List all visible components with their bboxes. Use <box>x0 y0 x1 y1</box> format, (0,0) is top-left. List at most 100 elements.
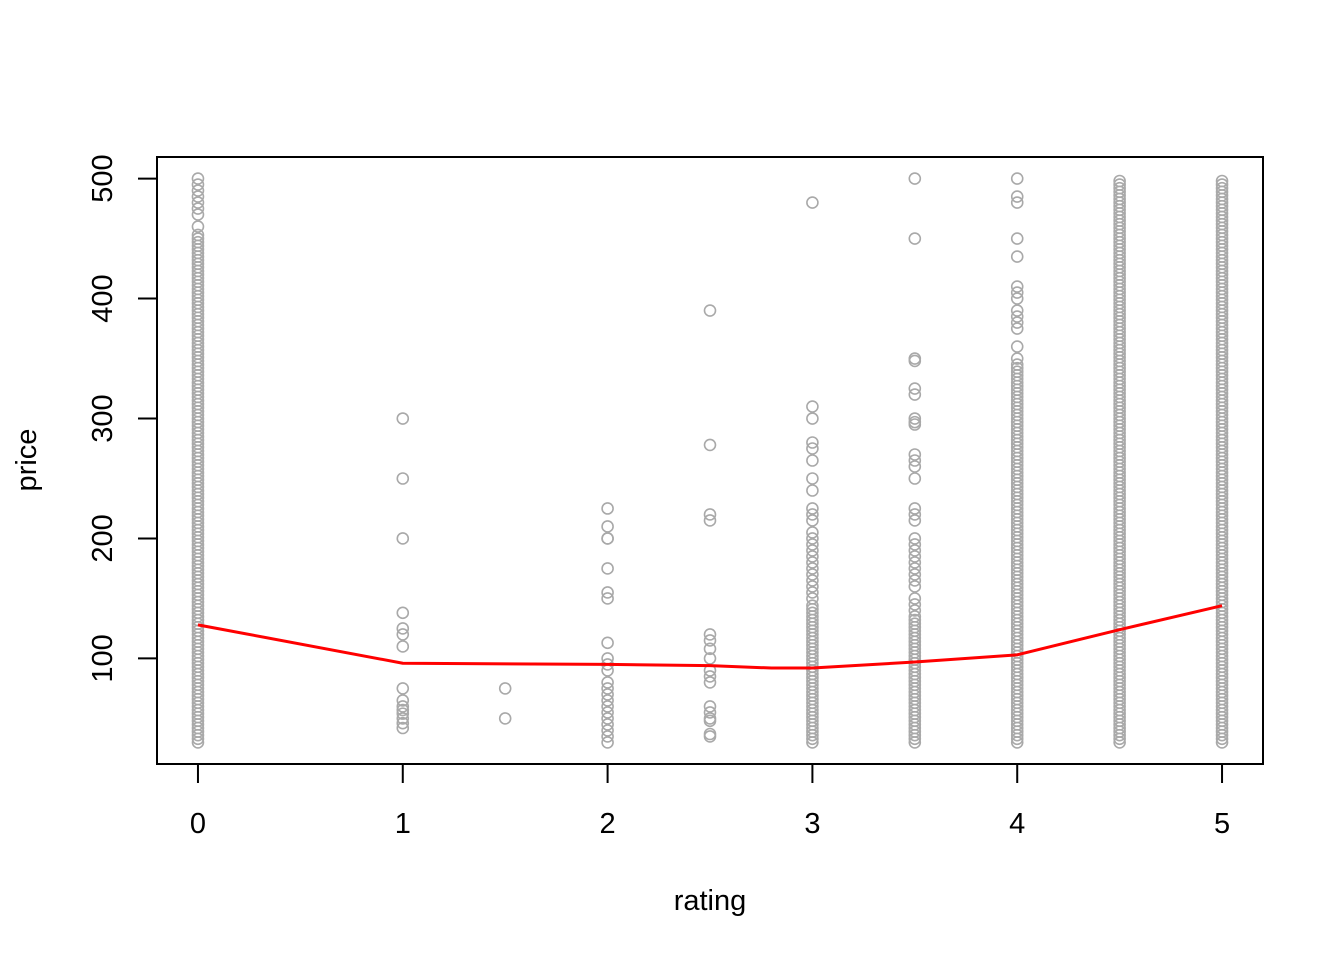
data-point <box>806 606 819 620</box>
data-point <box>908 592 922 605</box>
x-axis: 0 1 2 3 4 5 <box>190 763 1230 840</box>
data-point <box>908 502 922 515</box>
data-point <box>806 592 819 605</box>
data-point <box>806 580 819 593</box>
data-point <box>908 610 922 623</box>
data-point <box>601 718 614 731</box>
data-point <box>908 562 922 575</box>
data-point <box>1010 292 1024 305</box>
data-point <box>1215 174 1229 188</box>
data-point <box>908 598 922 611</box>
data-point <box>601 682 614 695</box>
data-point <box>703 714 717 728</box>
data-point <box>1010 352 1024 365</box>
x-axis-title: rating <box>674 885 747 917</box>
data-point <box>1010 322 1024 335</box>
points-layer <box>191 172 1229 749</box>
data-point <box>396 721 410 735</box>
data-point <box>806 532 819 545</box>
data-point <box>601 712 614 725</box>
data-point <box>1010 358 1024 371</box>
data-point <box>396 700 410 713</box>
data-point <box>1010 304 1024 317</box>
data-point <box>908 538 922 551</box>
data-point <box>806 436 819 449</box>
data-point <box>703 676 717 689</box>
data-point <box>908 613 922 627</box>
data-point <box>703 304 717 317</box>
data-point <box>908 574 922 587</box>
data-point <box>908 508 922 521</box>
data-point <box>806 442 819 455</box>
data-point <box>396 703 410 717</box>
data-point <box>601 730 614 743</box>
data-point <box>191 190 205 203</box>
data-point <box>806 484 819 497</box>
data-point <box>806 538 819 551</box>
data-point <box>601 592 614 605</box>
data-point <box>1010 286 1024 299</box>
data-point <box>601 586 614 599</box>
data-point <box>703 706 717 719</box>
data-point <box>601 706 614 719</box>
data-point <box>908 568 922 581</box>
data-point <box>806 544 819 557</box>
data-point <box>806 574 819 587</box>
data-point <box>601 502 614 515</box>
data-point <box>806 514 819 527</box>
data-point <box>396 640 410 653</box>
y-tick-label: 400 <box>87 274 119 322</box>
data-point <box>806 508 819 521</box>
data-point <box>703 634 717 647</box>
data-point <box>396 622 410 635</box>
data-point <box>498 712 512 725</box>
data-point <box>908 232 922 245</box>
data-point <box>191 172 205 185</box>
data-point <box>806 472 819 485</box>
data-point <box>908 388 922 401</box>
data-point <box>1010 310 1024 323</box>
y-axis: 100 200 300 400 500 <box>87 154 158 683</box>
data-point <box>703 628 717 641</box>
data-point <box>191 235 205 249</box>
data-point <box>703 652 717 665</box>
data-point <box>908 550 922 563</box>
data-point <box>1010 361 1024 375</box>
data-point <box>191 202 205 215</box>
x-tick-label: 1 <box>395 808 411 840</box>
data-point <box>806 502 819 515</box>
data-point <box>703 508 717 521</box>
data-point <box>1010 190 1024 203</box>
data-point <box>806 550 819 563</box>
data-point <box>601 724 614 737</box>
data-point <box>396 694 410 707</box>
data-point <box>191 184 205 197</box>
data-point <box>908 412 922 425</box>
data-point <box>908 532 922 545</box>
data-point <box>806 568 819 581</box>
data-point <box>396 707 410 720</box>
data-point <box>806 400 819 413</box>
data-point <box>703 670 717 683</box>
data-point <box>601 736 614 749</box>
data-point <box>191 220 205 233</box>
y-axis-title: price <box>11 429 43 492</box>
data-point <box>806 562 819 575</box>
data-point <box>191 178 205 191</box>
data-point <box>601 520 614 533</box>
data-point <box>703 514 717 527</box>
data-point <box>908 448 922 461</box>
x-tick-label: 2 <box>600 808 616 840</box>
data-point <box>191 228 205 242</box>
data-point <box>1215 181 1229 195</box>
trend-line <box>197 604 1223 670</box>
data-point <box>703 438 717 452</box>
y-tick-label: 100 <box>87 634 119 682</box>
data-point <box>908 617 922 630</box>
data-point <box>191 232 205 245</box>
data-point <box>806 526 819 539</box>
data-point <box>1113 178 1126 191</box>
trend-line-layer <box>197 604 1223 670</box>
